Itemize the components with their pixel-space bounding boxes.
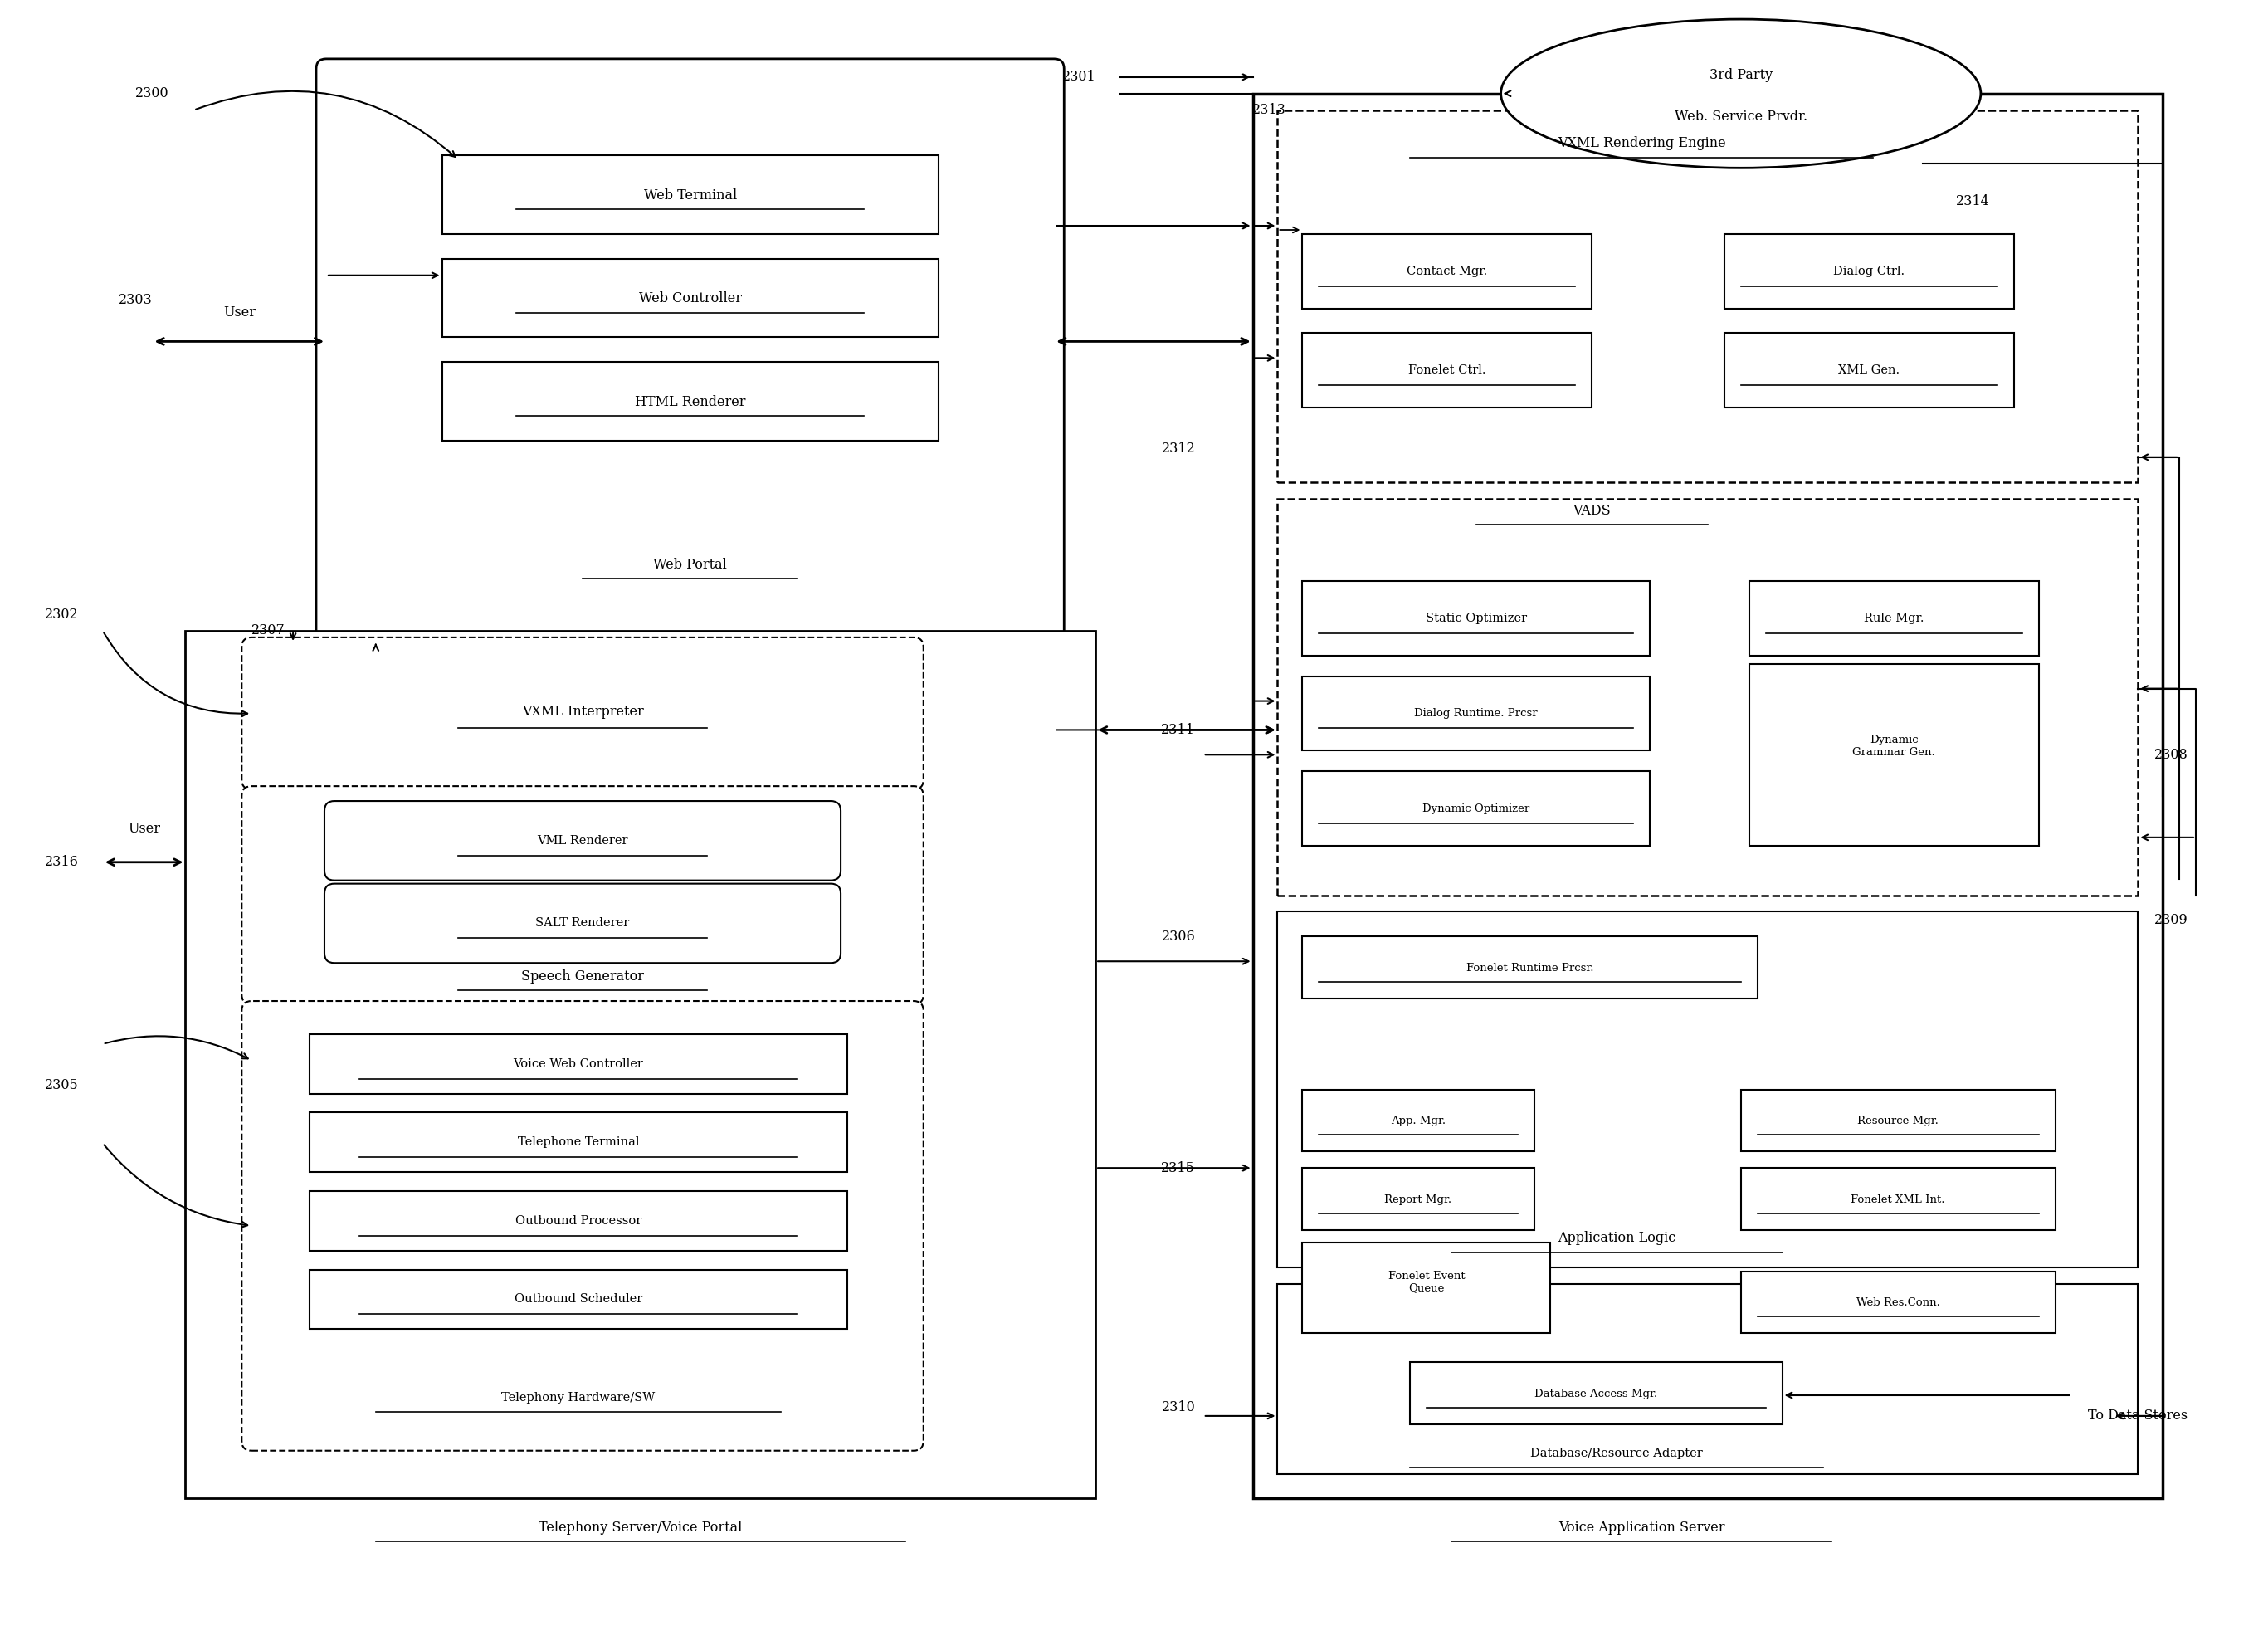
Text: Fonelet Ctrl.: Fonelet Ctrl. — [1408, 364, 1486, 376]
Bar — [1302, 1167, 1533, 1229]
Text: Fonelet Event
Queue: Fonelet Event Queue — [1388, 1270, 1465, 1294]
Text: Voice Web Controller: Voice Web Controller — [513, 1059, 644, 1070]
Text: 2300: 2300 — [136, 86, 170, 101]
Text: Rule Mgr.: Rule Mgr. — [1864, 613, 1923, 624]
Text: 2308: 2308 — [2155, 748, 2189, 763]
Text: Dynamic
Grammar Gen.: Dynamic Grammar Gen. — [1853, 735, 1935, 758]
Text: 2309: 2309 — [2155, 912, 2189, 927]
Bar — [1302, 1089, 1533, 1151]
Text: To Data Stores: To Data Stores — [2089, 1408, 2189, 1423]
Bar — [1302, 580, 1649, 655]
Text: Telephone Terminal: Telephone Terminal — [517, 1137, 640, 1148]
Text: VXML Interpreter: VXML Interpreter — [522, 704, 644, 719]
Text: XML Gen.: XML Gen. — [1839, 364, 1901, 376]
Bar — [1742, 1272, 2055, 1333]
Bar — [442, 156, 939, 234]
Bar — [1277, 912, 2139, 1267]
Text: Voice Application Server: Voice Application Server — [1558, 1520, 1724, 1535]
Bar — [1302, 1242, 1551, 1333]
Bar — [308, 1034, 848, 1094]
Text: Static Optimizer: Static Optimizer — [1424, 613, 1526, 624]
Bar — [1302, 937, 1758, 998]
Bar — [1411, 1363, 1783, 1424]
Bar — [1252, 94, 2164, 1499]
Bar — [1749, 580, 2039, 655]
Bar — [442, 259, 939, 337]
Text: Resource Mgr.: Resource Mgr. — [1857, 1115, 1939, 1127]
Text: Dialog Runtime. Prcsr: Dialog Runtime. Prcsr — [1415, 707, 1538, 719]
Text: 2305: 2305 — [45, 1078, 79, 1093]
Text: Telephony Server/Voice Portal: Telephony Server/Voice Portal — [540, 1520, 742, 1535]
Text: User: User — [222, 306, 256, 320]
Text: Application Logic: Application Logic — [1558, 1231, 1676, 1246]
Text: Outbound Scheduler: Outbound Scheduler — [515, 1294, 642, 1306]
Text: Telephony Hardware/SW: Telephony Hardware/SW — [501, 1392, 655, 1403]
Text: 2315: 2315 — [1161, 1161, 1195, 1176]
Text: Contact Mgr.: Contact Mgr. — [1406, 265, 1488, 276]
Text: Web Portal: Web Portal — [653, 558, 728, 572]
Bar — [1277, 1283, 2139, 1473]
Bar — [186, 631, 1095, 1499]
Text: Fonelet Runtime Prcsr.: Fonelet Runtime Prcsr. — [1465, 963, 1594, 974]
Text: Web Controller: Web Controller — [640, 291, 742, 306]
Text: Database/Resource Adapter: Database/Resource Adapter — [1531, 1447, 1703, 1459]
FancyBboxPatch shape — [243, 637, 923, 790]
Bar — [1302, 676, 1649, 751]
Bar — [1277, 499, 2139, 896]
Text: 2306: 2306 — [1161, 930, 1195, 943]
Text: VML Renderer: VML Renderer — [538, 834, 628, 847]
Text: 3rd Party: 3rd Party — [1710, 68, 1771, 83]
Text: Dialog Ctrl.: Dialog Ctrl. — [1833, 265, 1905, 276]
Text: SALT Renderer: SALT Renderer — [535, 917, 631, 928]
Text: VXML Rendering Engine: VXML Rendering Engine — [1558, 137, 1726, 150]
FancyBboxPatch shape — [324, 802, 841, 880]
Text: 2316: 2316 — [45, 855, 79, 870]
Text: HTML Renderer: HTML Renderer — [635, 395, 746, 408]
Text: 2301: 2301 — [1061, 70, 1095, 85]
Bar — [308, 1270, 848, 1328]
FancyBboxPatch shape — [243, 1002, 923, 1450]
Text: 2314: 2314 — [1955, 193, 1989, 208]
Text: Dynamic Optimizer: Dynamic Optimizer — [1422, 803, 1529, 815]
Bar — [308, 1112, 848, 1172]
Bar — [1302, 234, 1592, 309]
Text: Web Terminal: Web Terminal — [644, 189, 737, 202]
Text: 2311: 2311 — [1161, 724, 1195, 737]
Bar — [308, 1192, 848, 1250]
Text: 2303: 2303 — [118, 293, 152, 307]
Bar — [1742, 1089, 2055, 1151]
Text: User: User — [127, 823, 161, 836]
Text: Fonelet XML Int.: Fonelet XML Int. — [1851, 1193, 1946, 1205]
FancyBboxPatch shape — [324, 883, 841, 963]
Text: 2310: 2310 — [1161, 1400, 1195, 1415]
Bar — [442, 363, 939, 441]
Text: Web Res.Conn.: Web Res.Conn. — [1855, 1298, 1939, 1307]
Bar — [1724, 333, 2014, 408]
Bar — [1742, 1167, 2055, 1229]
FancyBboxPatch shape — [243, 785, 923, 1005]
Bar — [1302, 771, 1649, 846]
Text: Speech Generator: Speech Generator — [522, 969, 644, 984]
Text: VADS: VADS — [1574, 504, 1610, 519]
FancyBboxPatch shape — [315, 59, 1064, 641]
Text: 2302: 2302 — [45, 606, 77, 621]
Text: App. Mgr.: App. Mgr. — [1390, 1115, 1445, 1127]
Ellipse shape — [1501, 20, 1980, 167]
Bar — [1724, 234, 2014, 309]
Bar — [1749, 663, 2039, 846]
Text: 2312: 2312 — [1161, 442, 1195, 455]
Bar — [1302, 333, 1592, 408]
Text: Web. Service Prvdr.: Web. Service Prvdr. — [1674, 109, 1808, 124]
Text: Database Access Mgr.: Database Access Mgr. — [1535, 1389, 1658, 1398]
Text: Outbound Processor: Outbound Processor — [515, 1215, 642, 1226]
Text: 2313: 2313 — [1252, 102, 1286, 117]
Bar — [1277, 111, 2139, 481]
Text: 2307: 2307 — [252, 624, 286, 637]
Text: Report Mgr.: Report Mgr. — [1383, 1193, 1452, 1205]
